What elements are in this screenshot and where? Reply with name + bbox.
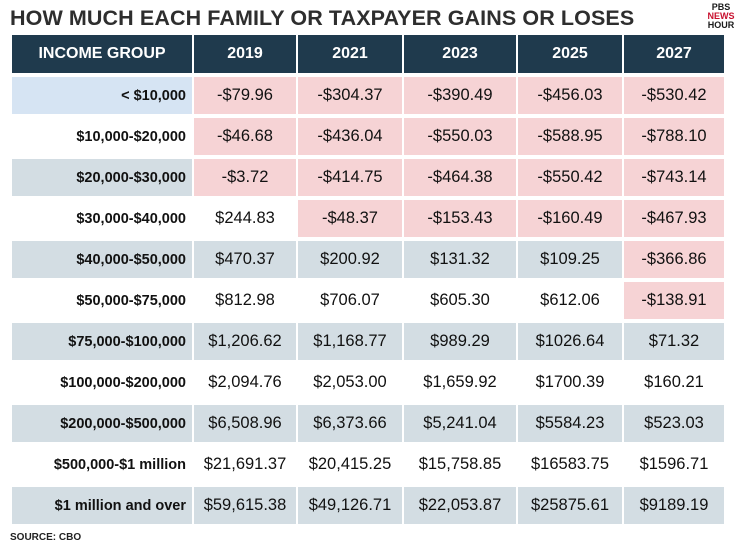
column-header-year: 2027	[624, 35, 724, 77]
value-cell: $16583.75	[518, 446, 622, 487]
value-cell: -$138.91	[624, 282, 724, 323]
logo-line-3: HOUR	[707, 20, 735, 30]
value-cell: $1700.39	[518, 364, 622, 405]
value-cell: $21,691.37	[194, 446, 296, 487]
income-group-label: $10,000-$20,000	[12, 118, 192, 159]
table-row: $30,000-$40,000 $244.83 -$48.37 -$153.43 -$1…	[12, 200, 724, 241]
pbs-newshour-logo: PBS NEWS HOUR	[704, 3, 738, 30]
value-cell: $470.37	[194, 241, 296, 282]
value-cell: -$46.68	[194, 118, 296, 159]
value-cell: -$304.37	[298, 77, 402, 118]
value-cell: $59,615.38	[194, 487, 296, 528]
page-title: HOW MUCH EACH FAMILY OR TAXPAYER GAINS O…	[10, 6, 635, 30]
income-group-label: $100,000-$200,000	[12, 364, 192, 405]
value-cell: $812.98	[194, 282, 296, 323]
table-row: < $10,000 -$79.96 -$304.37 -$390.49 -$456.03…	[12, 77, 724, 118]
table-body: < $10,000 -$79.96 -$304.37 -$390.49 -$456.03…	[12, 77, 724, 528]
value-cell: -$467.93	[624, 200, 724, 241]
column-header-income-group: INCOME GROUP	[12, 35, 192, 77]
value-cell: $25875.61	[518, 487, 622, 528]
income-group-label: $75,000-$100,000	[12, 323, 192, 364]
value-cell: $1,168.77	[298, 323, 402, 364]
column-header-year: 2025	[518, 35, 622, 77]
value-cell: -$366.86	[624, 241, 724, 282]
value-cell: $5584.23	[518, 405, 622, 446]
table-row: $100,000-$200,000 $2,094.76 $2,053.00 $1,65…	[12, 364, 724, 405]
value-cell: $989.29	[404, 323, 516, 364]
value-cell: $2,053.00	[298, 364, 402, 405]
value-cell: $244.83	[194, 200, 296, 241]
value-cell: -$788.10	[624, 118, 724, 159]
column-header-year: 2019	[194, 35, 296, 77]
value-cell: -$550.03	[404, 118, 516, 159]
value-cell: -$436.04	[298, 118, 402, 159]
value-cell: -$414.75	[298, 159, 402, 200]
table-row: $40,000-$50,000 $470.37 $200.92 $131.32 $109…	[12, 241, 724, 282]
value-cell: $612.06	[518, 282, 622, 323]
value-cell: -$464.38	[404, 159, 516, 200]
value-cell: $9189.19	[624, 487, 724, 528]
income-group-label: $500,000-$1 million	[12, 446, 192, 487]
value-cell: $15,758.85	[404, 446, 516, 487]
value-cell: -$160.49	[518, 200, 622, 241]
value-cell: $160.21	[624, 364, 724, 405]
value-cell: -$79.96	[194, 77, 296, 118]
value-cell: $20,415.25	[298, 446, 402, 487]
gains-losses-table: INCOME GROUP 2019 2021 2023 2025 2027 < $10,0…	[10, 35, 726, 528]
table-row: $1 million and over $59,615.38 $49,126.71 $…	[12, 487, 724, 528]
value-cell: $131.32	[404, 241, 516, 282]
value-cell: -$550.42	[518, 159, 622, 200]
value-cell: $200.92	[298, 241, 402, 282]
value-cell: $71.32	[624, 323, 724, 364]
value-cell: $6,373.66	[298, 405, 402, 446]
value-cell: -$456.03	[518, 77, 622, 118]
column-header-year: 2023	[404, 35, 516, 77]
value-cell: $5,241.04	[404, 405, 516, 446]
value-cell: $1596.71	[624, 446, 724, 487]
column-header-year: 2021	[298, 35, 402, 77]
income-group-label: $200,000-$500,000	[12, 405, 192, 446]
value-cell: -$530.42	[624, 77, 724, 118]
income-group-label: $50,000-$75,000	[12, 282, 192, 323]
value-cell: $49,126.71	[298, 487, 402, 528]
value-cell: -$743.14	[624, 159, 724, 200]
table-row: $500,000-$1 million $21,691.37 $20,415.25 $…	[12, 446, 724, 487]
value-cell: -$48.37	[298, 200, 402, 241]
value-cell: -$390.49	[404, 77, 516, 118]
value-cell: $706.07	[298, 282, 402, 323]
table-row: $10,000-$20,000 -$46.68 -$436.04 -$550.03 -$…	[12, 118, 724, 159]
value-cell: $523.03	[624, 405, 724, 446]
table-row: $200,000-$500,000 $6,508.96 $6,373.66 $5,24…	[12, 405, 724, 446]
source-note: SOURCE: CBO	[10, 532, 82, 543]
value-cell: $22,053.87	[404, 487, 516, 528]
logo-line-1: PBS	[711, 2, 731, 12]
value-cell: $2,094.76	[194, 364, 296, 405]
income-group-label: $1 million and over	[12, 487, 192, 528]
income-group-label: < $10,000	[12, 77, 192, 118]
table-row: $75,000-$100,000 $1,206.62 $1,168.77 $989.2…	[12, 323, 724, 364]
income-group-label: $30,000-$40,000	[12, 200, 192, 241]
value-cell: -$588.95	[518, 118, 622, 159]
income-group-label: $40,000-$50,000	[12, 241, 192, 282]
table-row: $50,000-$75,000 $812.98 $706.07 $605.30 $612…	[12, 282, 724, 323]
value-cell: $1,659.92	[404, 364, 516, 405]
logo-line-2: NEWS	[707, 11, 735, 21]
table-row: $20,000-$30,000 -$3.72 -$414.75 -$464.38 -$5…	[12, 159, 724, 200]
value-cell: $605.30	[404, 282, 516, 323]
value-cell: $6,508.96	[194, 405, 296, 446]
value-cell: $1,206.62	[194, 323, 296, 364]
income-group-label: $20,000-$30,000	[12, 159, 192, 200]
value-cell: $1026.64	[518, 323, 622, 364]
value-cell: -$153.43	[404, 200, 516, 241]
table-header-row: INCOME GROUP 2019 2021 2023 2025 2027	[12, 35, 724, 77]
value-cell: $109.25	[518, 241, 622, 282]
value-cell: -$3.72	[194, 159, 296, 200]
